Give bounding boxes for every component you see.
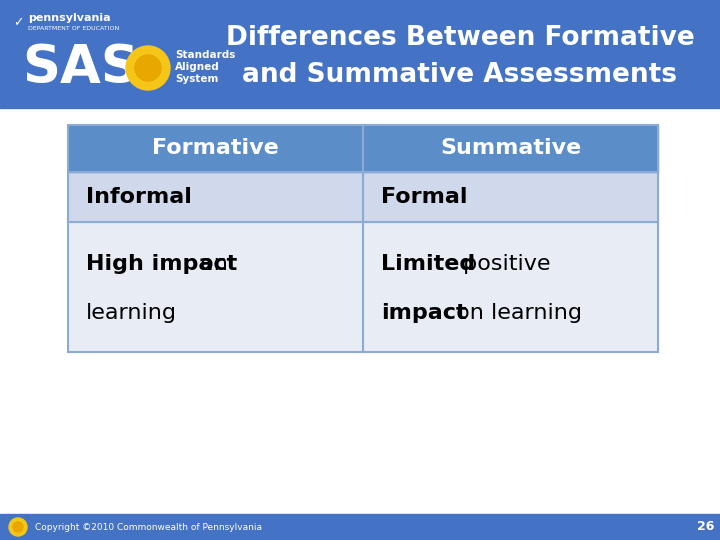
Text: pennsylvania: pennsylvania (28, 13, 111, 23)
Text: Differences Between Formative: Differences Between Formative (225, 25, 694, 51)
Text: on learning: on learning (449, 303, 582, 323)
Text: SAS: SAS (22, 42, 139, 94)
Text: DEPARTMENT OF EDUCATION: DEPARTMENT OF EDUCATION (28, 26, 120, 31)
Text: Limited: Limited (381, 254, 475, 274)
Circle shape (13, 522, 23, 532)
Bar (68, 172, 658, 222)
Text: Copyright ©2010 Commonwealth of Pennsylvania: Copyright ©2010 Commonwealth of Pennsylv… (35, 523, 262, 531)
Text: Standards: Standards (175, 50, 235, 60)
Circle shape (135, 55, 161, 81)
Circle shape (126, 46, 170, 90)
Bar (0, 0, 720, 108)
Text: and Summative Assessments: and Summative Assessments (243, 62, 678, 88)
Bar (68, 125, 658, 172)
Text: on: on (193, 254, 228, 274)
Text: Summative: Summative (440, 138, 581, 159)
Bar (0, 514, 720, 540)
Bar (68, 125, 658, 352)
Text: impact: impact (381, 303, 467, 323)
Text: 26: 26 (697, 521, 715, 534)
Text: positive: positive (456, 254, 551, 274)
Bar (68, 222, 658, 352)
Text: High impact: High impact (86, 254, 238, 274)
Text: Formative: Formative (152, 138, 279, 159)
Circle shape (9, 518, 27, 536)
Text: learning: learning (86, 303, 177, 323)
Text: System: System (175, 74, 218, 84)
Text: ✓: ✓ (13, 17, 23, 30)
Text: Aligned: Aligned (175, 62, 220, 72)
Text: Informal: Informal (86, 187, 192, 207)
Text: Formal: Formal (381, 187, 467, 207)
